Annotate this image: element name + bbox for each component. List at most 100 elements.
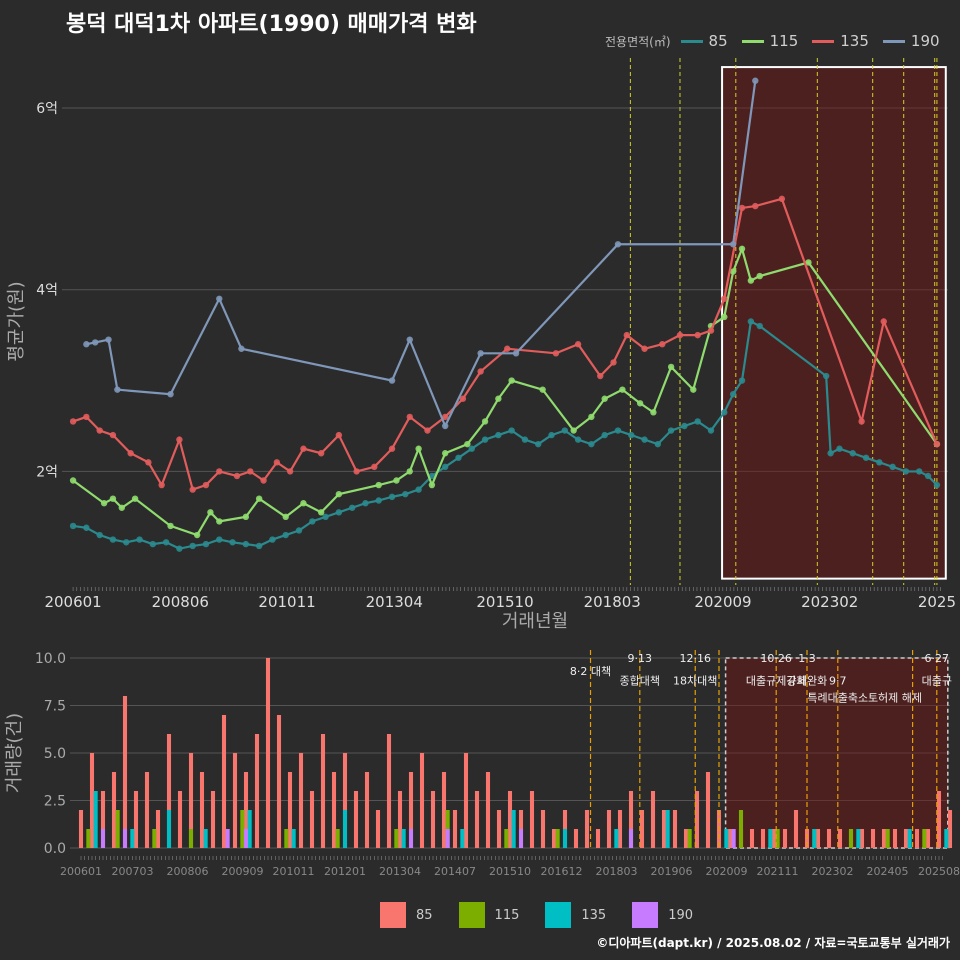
series-point-85 <box>654 440 662 448</box>
bar-85 <box>320 734 326 848</box>
bar-115 <box>555 829 560 848</box>
series-point-135 <box>738 204 746 212</box>
series-point-115 <box>415 445 422 452</box>
bar-115 <box>775 829 780 848</box>
series-point-115 <box>539 386 546 393</box>
bar-85 <box>265 658 271 848</box>
bar-85 <box>364 772 370 848</box>
bar-85 <box>243 772 249 848</box>
series-point-115 <box>255 495 263 502</box>
x-tick-label: 200601 <box>44 593 101 611</box>
bar-135 <box>93 791 98 848</box>
bar-135 <box>130 829 135 848</box>
series-point-85 <box>548 431 555 439</box>
bar-85 <box>89 753 95 848</box>
series-point-115 <box>109 495 117 502</box>
bar-85 <box>837 829 843 848</box>
series-point-135 <box>694 331 701 339</box>
policy-annotation: 10·26 <box>760 652 792 665</box>
bar-85 <box>694 791 700 848</box>
series-point-135 <box>477 368 484 375</box>
series-point-85 <box>335 509 343 516</box>
x-tick-label: 202508 <box>918 865 960 878</box>
bar-135 <box>907 829 912 848</box>
series-point-135 <box>176 436 183 443</box>
policy-annotation: 9·7 <box>829 675 847 688</box>
series-point-135 <box>552 350 560 357</box>
series-point-85 <box>822 372 830 380</box>
x-tick-label: 202009 <box>705 865 747 878</box>
price-line-chart: 2억 4억 6억 200601 200806 201011 201304 201510 2018… <box>6 58 956 632</box>
bar-85 <box>353 791 359 848</box>
bar-135 <box>511 810 516 848</box>
bar-85 <box>628 791 634 848</box>
series-point-135 <box>623 331 631 339</box>
bar-85 <box>144 772 150 848</box>
bar-85 <box>595 829 601 848</box>
bar-85 <box>496 810 502 848</box>
bar-85 <box>551 829 557 848</box>
series-point-135 <box>641 345 648 352</box>
x-tick-label: 201803 <box>584 593 641 611</box>
series-point-115 <box>636 400 644 407</box>
series-point-115 <box>729 268 737 275</box>
series-point-85 <box>902 468 910 475</box>
series-point-115 <box>216 518 223 525</box>
series-point-85 <box>521 436 529 443</box>
bar-85 <box>210 791 216 848</box>
x-axis-label: 거래년월 <box>502 611 568 632</box>
series-point-115 <box>317 509 325 516</box>
bar-85 <box>474 791 480 848</box>
series-point-85 <box>694 418 701 425</box>
series-point-115 <box>464 440 471 448</box>
series-point-115 <box>721 313 728 321</box>
bar-85 <box>936 791 942 848</box>
series-point-85 <box>136 536 143 543</box>
bar-85 <box>650 791 656 848</box>
bar-85 <box>78 810 84 848</box>
series-point-190 <box>114 386 121 393</box>
series-point-135 <box>233 472 241 480</box>
series-point-85 <box>348 504 356 511</box>
series-point-115 <box>805 259 812 266</box>
x-tick-label: 200806 <box>166 865 208 878</box>
legend-bottom: 85 115 135 190 <box>380 902 707 928</box>
series-point-115 <box>747 277 755 284</box>
bar-115 <box>284 829 289 848</box>
legend-swatch <box>680 39 703 43</box>
bar-135 <box>460 829 465 848</box>
bar-85 <box>166 734 172 848</box>
series-point-135 <box>707 327 715 334</box>
y-tick-label: 2.5 <box>44 794 66 810</box>
bar-190 <box>100 829 106 848</box>
x-tick-label: 201612 <box>540 865 582 878</box>
series-point-135 <box>216 468 223 475</box>
series-point-135 <box>441 413 449 421</box>
series-point-85 <box>309 518 316 525</box>
bar-85 <box>727 829 733 848</box>
series-point-85 <box>282 531 289 539</box>
series-point-85 <box>189 542 196 550</box>
series-point-85 <box>707 427 715 434</box>
policy-annotation: 특례대출축소 <box>807 692 868 705</box>
bar-85 <box>881 829 887 848</box>
legend-item-115: 115 <box>741 32 798 50</box>
series-point-115 <box>207 509 214 516</box>
series-point-115 <box>690 386 697 393</box>
y-tick-label: 0.0 <box>44 841 66 857</box>
series-point-115 <box>100 500 108 507</box>
bar-85 <box>683 829 689 848</box>
bar-85 <box>529 791 535 848</box>
series-point-135 <box>504 345 511 352</box>
series-point-135 <box>721 295 728 302</box>
series-point-85 <box>667 427 675 434</box>
series-point-85 <box>614 427 622 434</box>
highlight-box <box>721 66 947 580</box>
legend-bottom-item-85: 85 <box>380 902 433 928</box>
series-point-115 <box>131 495 139 502</box>
series-point-190 <box>92 339 99 346</box>
bar-190 <box>225 829 230 848</box>
series-point-190 <box>477 350 484 357</box>
bar-85 <box>155 810 161 848</box>
